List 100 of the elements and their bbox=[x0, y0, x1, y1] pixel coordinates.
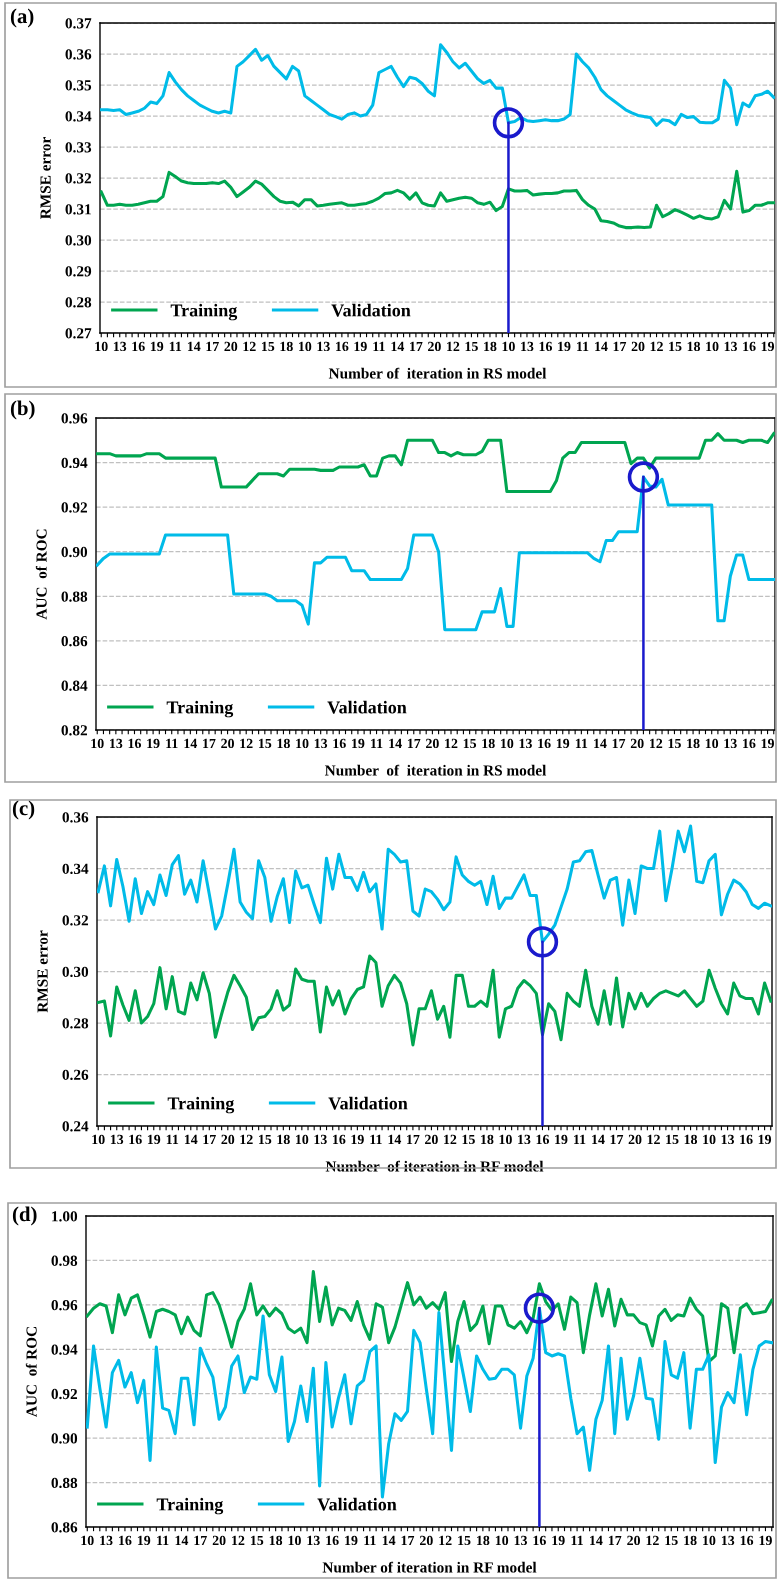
y-tick-label: 0.34 bbox=[62, 863, 89, 875]
y-tick-label: 0.37 bbox=[65, 18, 92, 29]
y-tick-label: 0.98 bbox=[51, 1255, 78, 1266]
y-tick-label: 0.86 bbox=[61, 636, 88, 647]
x-tick-label: 11 bbox=[371, 738, 383, 748]
x-tick-label: 19 bbox=[761, 738, 774, 749]
x-axis-title: Number of iteration in RF model bbox=[322, 1561, 537, 1573]
x-tick-label: 12 bbox=[439, 1535, 452, 1545]
chart-title: (c) bbox=[12, 800, 35, 820]
x-tick-label: 18 bbox=[684, 1535, 697, 1546]
x-tick-label: 10 bbox=[706, 341, 719, 352]
chart-title: (d) bbox=[12, 1206, 37, 1226]
y-tick-label: 0.88 bbox=[61, 591, 88, 602]
x-tick-label: 12 bbox=[243, 341, 256, 351]
x-tick-label: 13 bbox=[518, 1134, 531, 1145]
y-axis-title: AUC of ROC bbox=[35, 529, 47, 620]
x-tick-label: 14 bbox=[187, 341, 201, 351]
y-tick-label: 0.30 bbox=[65, 235, 92, 246]
x-tick-label: 14 bbox=[388, 1134, 402, 1144]
x-tick-label: 19 bbox=[352, 738, 365, 749]
x-tick-label: 10 bbox=[92, 1134, 105, 1145]
x-tick-label: 20 bbox=[631, 341, 645, 352]
x-tick-label: 16 bbox=[536, 1134, 550, 1145]
x-tick-label: 14 bbox=[382, 1535, 396, 1545]
x-tick-label: 20 bbox=[628, 1134, 642, 1145]
x-tick-label: 17 bbox=[608, 1535, 622, 1545]
chart-title: (a) bbox=[10, 8, 34, 28]
x-tick-label: 13 bbox=[317, 341, 330, 352]
x-tick-label: 10 bbox=[495, 1535, 509, 1546]
x-tick-label: 17 bbox=[610, 1134, 624, 1144]
x-tick-label: 20 bbox=[425, 1134, 438, 1145]
x-tick-label: 18 bbox=[684, 1134, 698, 1145]
x-tick-label: 12 bbox=[444, 1134, 457, 1144]
x-tick-label: 12 bbox=[240, 738, 253, 748]
y-tick-label: 0.92 bbox=[51, 1388, 78, 1400]
x-tick-label: 15 bbox=[462, 1134, 475, 1145]
x-tick-label: 10 bbox=[288, 1535, 301, 1546]
y-tick-label: 0.36 bbox=[62, 812, 89, 823]
x-tick-label: 13 bbox=[724, 738, 737, 749]
x-tick-label: 14 bbox=[594, 738, 607, 748]
x-tick-label: 17 bbox=[613, 341, 627, 351]
x-tick-label: 15 bbox=[669, 341, 682, 352]
x-tick-label: 16 bbox=[333, 1134, 346, 1145]
x-tick-label: 14 bbox=[592, 1134, 605, 1144]
x-tick-label: 15 bbox=[458, 1535, 471, 1546]
x-tick-label: 13 bbox=[724, 341, 738, 352]
x-tick-label: 12 bbox=[646, 1535, 659, 1545]
x-tick-label: 11 bbox=[373, 341, 385, 351]
x-tick-label: 16 bbox=[128, 738, 142, 749]
x-tick-label: 20 bbox=[627, 1535, 641, 1546]
x-tick-label: 12 bbox=[647, 1134, 660, 1144]
x-tick-label: 16 bbox=[740, 1134, 753, 1145]
x-tick-label: 10 bbox=[91, 738, 104, 749]
x-tick-label: 13 bbox=[100, 1535, 113, 1546]
x-tick-label: 15 bbox=[668, 738, 681, 749]
x-tick-label: 19 bbox=[354, 341, 367, 352]
legend-label: Training bbox=[170, 303, 238, 321]
y-tick-label: 0.94 bbox=[51, 1344, 78, 1355]
y-tick-label: 0.26 bbox=[62, 1069, 89, 1081]
x-tick-label: 14 bbox=[389, 738, 402, 748]
x-tick-label: 13 bbox=[110, 738, 123, 749]
line-series bbox=[96, 432, 775, 494]
x-tick-label: 20 bbox=[428, 341, 441, 352]
y-tick-label: 0.34 bbox=[65, 111, 92, 122]
x-tick-label: 12 bbox=[232, 1535, 245, 1545]
y-axis-title: RMSE error bbox=[40, 137, 51, 219]
x-tick-label: 13 bbox=[113, 341, 127, 352]
x-tick-label: 19 bbox=[351, 1134, 364, 1145]
x-tick-label: 18 bbox=[687, 738, 700, 749]
x-tick-label: 11 bbox=[370, 1134, 382, 1144]
x-axis-title: Number of iteration in RS model bbox=[324, 764, 547, 776]
legend-label: Training bbox=[156, 1497, 224, 1515]
x-axis-title: Number of iteration in RS model bbox=[328, 367, 547, 379]
x-tick-label: 10 bbox=[296, 1134, 309, 1145]
y-tick-label: 0.30 bbox=[62, 966, 89, 978]
x-tick-label: 17 bbox=[612, 738, 626, 748]
x-tick-label: 16 bbox=[336, 341, 349, 352]
x-tick-label: 11 bbox=[166, 1134, 179, 1144]
x-tick-label: 10 bbox=[95, 341, 108, 352]
line-series bbox=[97, 954, 772, 1047]
y-tick-label: 0.28 bbox=[65, 297, 92, 308]
x-tick-label: 17 bbox=[407, 1134, 420, 1144]
x-tick-label: 13 bbox=[314, 738, 328, 749]
legend-label: Training bbox=[166, 700, 234, 718]
x-tick-label: 18 bbox=[280, 341, 293, 352]
y-tick-label: 0.82 bbox=[61, 725, 88, 736]
x-axis-title: Number of iteration in RF model bbox=[325, 1160, 544, 1172]
x-tick-label: 20 bbox=[426, 738, 439, 749]
legend-label: Training bbox=[167, 1096, 235, 1114]
x-tick-label: 19 bbox=[345, 1535, 358, 1546]
legend-label: Validation bbox=[317, 1497, 397, 1511]
chart-title: (b) bbox=[10, 400, 35, 420]
x-tick-label: 16 bbox=[743, 341, 756, 352]
x-tick-label: 19 bbox=[552, 1535, 565, 1546]
x-tick-label: 12 bbox=[240, 1134, 253, 1144]
legend-label: Validation bbox=[328, 1096, 408, 1110]
x-tick-label: 19 bbox=[556, 738, 570, 749]
y-tick-label: 0.29 bbox=[65, 266, 92, 277]
x-tick-label: 17 bbox=[203, 1134, 216, 1144]
y-tick-label: 0.24 bbox=[62, 1121, 89, 1132]
